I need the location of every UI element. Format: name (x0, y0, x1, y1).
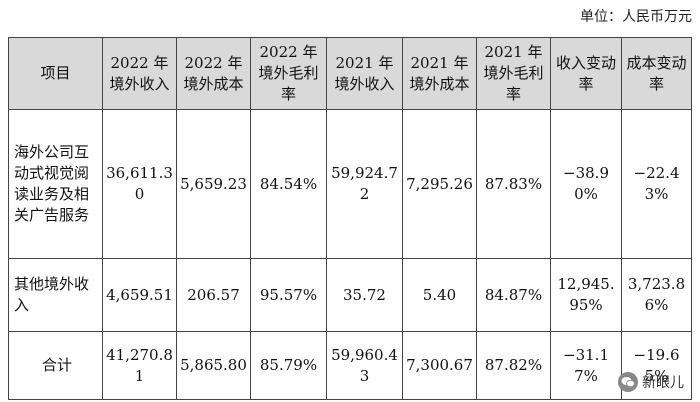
financial-table: 项目 2022 年境外收入 2022 年境外成本 2022 年境外毛利率 202… (8, 37, 692, 400)
header-cost-change: 成本变动率 (621, 37, 692, 110)
header-2021-revenue: 2021 年境外收入 (326, 37, 403, 110)
row-item-name: 合计 (8, 331, 103, 400)
watermark-text: 新眼儿 (642, 375, 684, 391)
cell-2021-revenue: 59,924.72 (326, 109, 403, 259)
cell-2022-revenue: 36,611.30 (102, 109, 177, 259)
cell-2022-cost: 5,659.23 (176, 109, 251, 259)
cell-2022-margin: 85.79% (250, 331, 327, 400)
cell-2022-margin: 84.54% (250, 109, 327, 259)
cell-2021-cost: 5.40 (402, 258, 477, 332)
cell-cost-change: −22.43% (621, 109, 692, 259)
cell-2022-revenue: 41,270.81 (102, 331, 177, 400)
cell-2022-cost: 5,865.80 (176, 331, 251, 400)
row-item-name: 海外公司互动式视觉阅读业务及相关广告服务 (8, 109, 103, 259)
header-revenue-change: 收入变动率 (550, 37, 622, 110)
header-2022-revenue: 2022 年境外收入 (102, 37, 177, 110)
cell-revenue-change: −31.17% (550, 331, 622, 400)
cell-2021-cost: 7,300.67 (402, 331, 477, 400)
cell-2021-margin: 87.82% (476, 331, 551, 400)
cell-revenue-change: −38.90% (550, 109, 622, 259)
cell-cost-change: 3,723.86% (621, 258, 692, 332)
cell-2021-cost: 7,295.26 (402, 109, 477, 259)
table-row: 合计 41,270.81 5,865.80 85.79% 59,960.43 7… (8, 331, 692, 400)
unit-label: 单位：人民币万元 (580, 9, 692, 25)
header-row: 项目 2022 年境外收入 2022 年境外成本 2022 年境外毛利率 202… (8, 37, 692, 110)
header-2021-cost: 2021 年境外成本 (402, 37, 477, 110)
header-item: 项目 (8, 37, 103, 110)
wechat-icon (618, 372, 638, 392)
cell-2022-margin: 95.57% (250, 258, 327, 332)
cell-2021-margin: 87.83% (476, 109, 551, 259)
cell-revenue-change: 12,945.95% (550, 258, 622, 332)
header-2022-margin: 2022 年境外毛利率 (250, 37, 327, 110)
table-row: 其他境外收入 4,659.51 206.57 95.57% 35.72 5.40… (8, 258, 692, 332)
watermark: 新眼儿 (618, 372, 684, 392)
cell-2021-revenue: 35.72 (326, 258, 403, 332)
cell-2021-margin: 84.87% (476, 258, 551, 332)
cell-2022-cost: 206.57 (176, 258, 251, 332)
header-2021-margin: 2021 年境外毛利率 (476, 37, 551, 110)
table-row: 海外公司互动式视觉阅读业务及相关广告服务 36,611.30 5,659.23 … (8, 109, 692, 259)
cell-2022-revenue: 4,659.51 (102, 258, 177, 332)
header-2022-cost: 2022 年境外成本 (176, 37, 251, 110)
cell-2021-revenue: 59,960.43 (326, 331, 403, 400)
row-item-name: 其他境外收入 (8, 258, 103, 332)
